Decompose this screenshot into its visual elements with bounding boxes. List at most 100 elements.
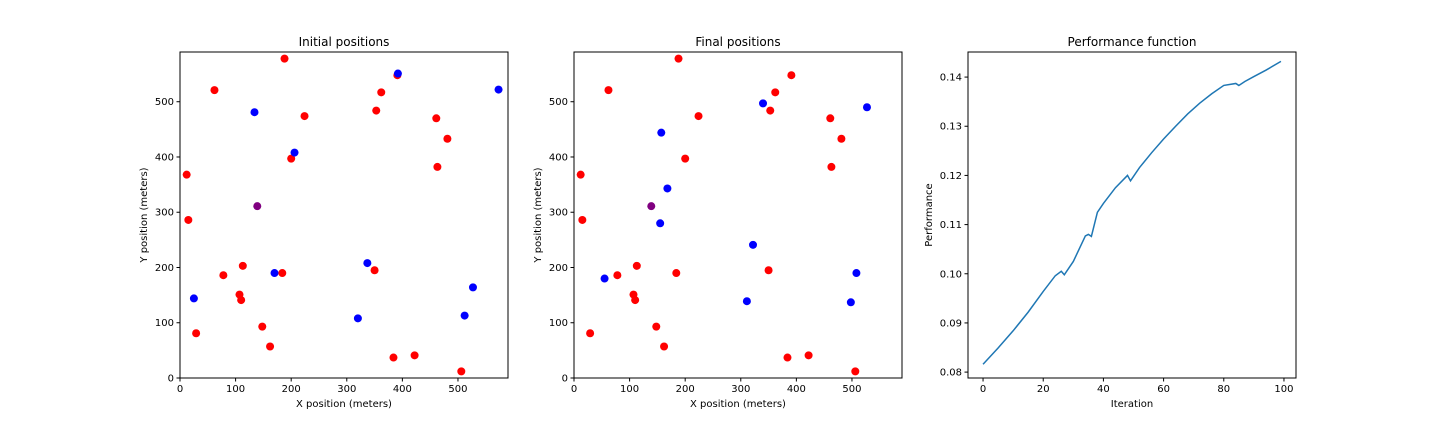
x-tick-label: 400 [787, 384, 806, 395]
data-point-red [432, 114, 441, 123]
x-tick-label: 300 [731, 384, 750, 395]
data-point-red [694, 112, 703, 121]
y-axis-label: Y position (meters) [139, 167, 150, 263]
x-tick-label: 500 [448, 384, 467, 395]
data-point-blue [363, 259, 372, 268]
x-tick-label: 60 [1157, 384, 1170, 395]
chart-title: Initial positions [299, 35, 390, 49]
y-tick-label: 200 [155, 263, 174, 274]
data-point-red [182, 170, 191, 179]
y-tick-label: 0.08 [940, 368, 962, 379]
data-point-red [278, 269, 287, 278]
data-point-blue [846, 298, 855, 307]
data-point-blue [353, 314, 362, 323]
data-point-red [377, 88, 386, 97]
data-point-red [764, 266, 773, 275]
x-tick-label: 100 [226, 384, 245, 395]
data-point-blue [742, 297, 751, 306]
x-tick-label: 20 [1037, 384, 1050, 395]
data-point-red [660, 342, 669, 351]
y-tick-label: 500 [549, 97, 568, 108]
x-tick-label: 80 [1217, 384, 1230, 395]
data-point-blue [852, 269, 861, 278]
data-point-red [576, 170, 585, 179]
data-point-red [771, 88, 780, 97]
x-tick-label: 100 [1274, 384, 1293, 395]
chart-panel-2: Final positions 0 100 200 300 400 500 0 100 200 30… [533, 35, 903, 410]
data-point-red [370, 266, 379, 275]
data-point-red [783, 353, 792, 362]
y-tick-label: 400 [549, 152, 568, 163]
x-tick-label: 300 [337, 384, 356, 395]
y-tick-label: 0 [562, 374, 568, 385]
y-tick-label: 200 [549, 263, 568, 274]
data-point-red [266, 342, 275, 351]
data-point-red [433, 162, 442, 171]
x-tick-label: 100 [620, 384, 639, 395]
y-tick-label: 0.14 [940, 73, 962, 84]
x-tick-label: 500 [842, 384, 861, 395]
data-point-blue [663, 184, 672, 193]
chart-panel-1: Initial positions 0 100 200 300 400 500 0 100 200… [139, 35, 509, 410]
y-tick-label: 0.09 [940, 318, 962, 329]
performance-line [982, 60, 1282, 365]
data-point-red [851, 367, 860, 376]
x-tick-label: 200 [282, 384, 301, 395]
data-point-blue [600, 274, 609, 283]
y-tick-label: 100 [155, 318, 174, 329]
data-point-red [372, 106, 381, 115]
axes-frame [573, 51, 903, 379]
data-point-red [192, 329, 201, 338]
data-point-red [184, 215, 193, 224]
y-axis-label: Performance [924, 183, 935, 246]
data-point-red [837, 134, 846, 143]
data-point-blue [393, 69, 402, 78]
data-point-red [632, 261, 641, 270]
data-point-red [238, 261, 247, 270]
axes-frame [179, 51, 509, 379]
data-point-blue [250, 108, 259, 117]
data-point-blue [656, 219, 665, 228]
data-point-purple [647, 202, 656, 211]
data-point-red [613, 271, 622, 280]
x-tick-label: 400 [393, 384, 412, 395]
x-axis-label: X position (meters) [296, 399, 392, 410]
data-point-red [674, 54, 683, 63]
y-tick-label: 0 [168, 374, 174, 385]
y-tick-label: 0.12 [940, 171, 962, 182]
data-point-red [219, 271, 228, 280]
data-point-red [280, 54, 289, 63]
data-point-red [237, 296, 246, 305]
data-point-red [827, 162, 836, 171]
data-point-blue [657, 128, 666, 137]
data-point-red [258, 322, 267, 331]
data-point-blue [290, 148, 299, 157]
y-tick-label: 500 [155, 97, 174, 108]
chart-title: Performance function [1068, 35, 1197, 49]
data-point-purple [253, 202, 262, 211]
data-point-red [443, 134, 452, 143]
data-point-red [631, 296, 640, 305]
x-tick-label: 0 [571, 384, 577, 395]
data-point-red [787, 71, 796, 80]
x-tick-label: 200 [676, 384, 695, 395]
data-point-red [604, 86, 613, 95]
y-tick-label: 400 [155, 152, 174, 163]
x-axis-label: X position (meters) [690, 399, 786, 410]
data-point-blue [468, 283, 477, 292]
x-tick-label: 0 [177, 384, 183, 395]
data-point-red [578, 215, 587, 224]
data-point-blue [862, 103, 871, 112]
chart-panel-3: Performance function 0 20 40 60 80 100 0.08 0.09… [924, 35, 1297, 410]
data-point-red [410, 351, 419, 360]
y-tick-label: 300 [155, 208, 174, 219]
data-point-red [389, 353, 398, 362]
data-point-blue [494, 85, 503, 94]
y-tick-label: 300 [549, 208, 568, 219]
data-point-red [457, 367, 466, 376]
data-point-red [652, 322, 661, 331]
data-point-red [826, 114, 835, 123]
x-axis-label: Iteration [1111, 399, 1153, 410]
data-point-blue [759, 99, 768, 108]
